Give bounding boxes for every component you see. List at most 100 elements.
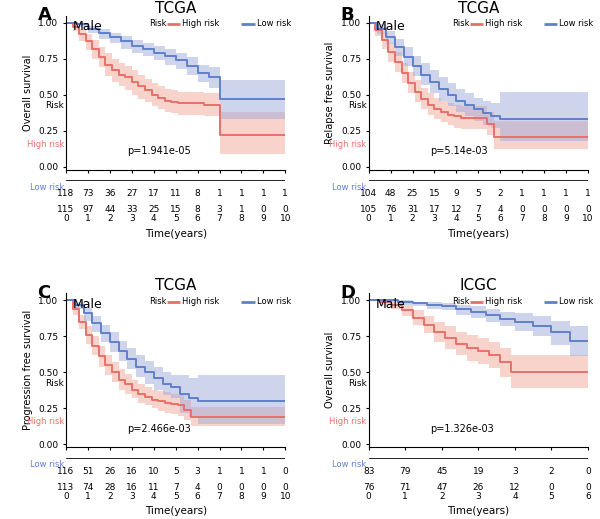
Text: 5: 5: [475, 189, 481, 198]
Text: 10: 10: [148, 467, 160, 476]
Text: High risk: High risk: [182, 297, 220, 306]
Text: Risk: Risk: [348, 101, 367, 110]
Text: 0: 0: [548, 483, 554, 492]
Text: 0: 0: [260, 483, 266, 492]
Text: 71: 71: [400, 483, 411, 492]
Text: Male: Male: [73, 20, 103, 33]
Text: 7: 7: [475, 206, 481, 214]
Text: 11: 11: [170, 189, 181, 198]
Text: 6: 6: [497, 214, 503, 224]
Text: C: C: [37, 284, 51, 302]
Text: 5: 5: [173, 492, 179, 501]
Text: Low risk: Low risk: [29, 183, 64, 192]
Text: 2: 2: [410, 214, 415, 224]
Text: 11: 11: [148, 483, 160, 492]
Text: p=1.326e-03: p=1.326e-03: [430, 424, 494, 434]
Text: 7: 7: [217, 492, 223, 501]
Text: 1: 1: [563, 189, 569, 198]
Text: 4: 4: [195, 483, 200, 492]
Text: 10: 10: [280, 214, 291, 224]
Text: 8: 8: [195, 206, 200, 214]
Text: 17: 17: [148, 189, 160, 198]
Text: 2: 2: [497, 189, 503, 198]
Text: 1: 1: [260, 189, 266, 198]
Text: 10: 10: [280, 492, 291, 501]
Text: 7: 7: [173, 483, 179, 492]
Text: 12: 12: [509, 483, 521, 492]
Text: 7: 7: [520, 214, 525, 224]
Text: 9: 9: [454, 189, 459, 198]
Text: 25: 25: [407, 189, 418, 198]
Text: 0: 0: [239, 483, 244, 492]
Text: 1: 1: [388, 214, 394, 224]
Text: Risk: Risk: [45, 378, 64, 388]
Text: 104: 104: [360, 189, 377, 198]
Text: 7: 7: [217, 214, 223, 224]
Text: 8: 8: [239, 214, 244, 224]
Text: Risk: Risk: [45, 101, 64, 110]
Text: Male: Male: [375, 298, 405, 311]
Text: 1: 1: [520, 189, 525, 198]
Text: Risk: Risk: [452, 19, 470, 29]
Text: 47: 47: [436, 483, 448, 492]
Text: p=1.941e-05: p=1.941e-05: [127, 146, 191, 156]
Text: 3: 3: [195, 467, 200, 476]
Text: 1: 1: [239, 467, 244, 476]
Text: 17: 17: [429, 206, 440, 214]
Text: 26: 26: [104, 467, 116, 476]
Text: 0: 0: [585, 206, 591, 214]
Text: 1: 1: [239, 206, 244, 214]
Text: Low risk: Low risk: [29, 460, 64, 469]
Text: 97: 97: [82, 206, 94, 214]
Text: 26: 26: [473, 483, 484, 492]
Text: 15: 15: [170, 206, 181, 214]
Text: 0: 0: [283, 206, 288, 214]
Text: 0: 0: [585, 483, 591, 492]
Text: 74: 74: [82, 483, 94, 492]
Text: Risk: Risk: [149, 297, 167, 306]
Y-axis label: Relapse free survival: Relapse free survival: [325, 42, 335, 144]
Text: 48: 48: [385, 189, 396, 198]
Text: Low risk: Low risk: [257, 19, 291, 29]
Text: 1: 1: [260, 467, 266, 476]
Title: TCGA: TCGA: [458, 1, 499, 16]
Text: 36: 36: [104, 189, 116, 198]
Text: 10: 10: [582, 214, 594, 224]
Text: 1: 1: [541, 189, 547, 198]
Text: 115: 115: [58, 206, 74, 214]
Text: 25: 25: [148, 206, 160, 214]
Text: 28: 28: [104, 483, 116, 492]
Text: 3: 3: [129, 492, 134, 501]
Text: 16: 16: [126, 483, 137, 492]
Text: 4: 4: [454, 214, 459, 224]
Text: 51: 51: [82, 467, 94, 476]
Text: Low risk: Low risk: [559, 297, 594, 306]
Text: 1: 1: [217, 467, 223, 476]
Text: 0: 0: [283, 483, 288, 492]
Text: 3: 3: [512, 467, 518, 476]
Text: High risk: High risk: [329, 417, 367, 426]
Text: 0: 0: [563, 206, 569, 214]
Text: 0: 0: [63, 214, 69, 224]
Text: 0: 0: [217, 483, 223, 492]
Title: ICGC: ICGC: [460, 278, 497, 293]
Y-axis label: Progression free survival: Progression free survival: [23, 310, 32, 430]
Text: 1: 1: [239, 189, 244, 198]
Text: 31: 31: [407, 206, 418, 214]
Text: 2: 2: [107, 214, 113, 224]
Text: 113: 113: [58, 483, 74, 492]
Text: High risk: High risk: [26, 140, 64, 148]
Text: p=5.14e-03: p=5.14e-03: [430, 146, 488, 156]
Title: TCGA: TCGA: [155, 1, 196, 16]
Text: 4: 4: [151, 492, 157, 501]
Text: Male: Male: [73, 298, 103, 311]
Text: 0: 0: [366, 492, 371, 501]
Text: 73: 73: [82, 189, 94, 198]
Text: 1: 1: [85, 214, 91, 224]
Text: 5: 5: [548, 492, 554, 501]
Y-axis label: Overall survival: Overall survival: [23, 54, 32, 131]
Text: 76: 76: [385, 206, 397, 214]
Text: 16: 16: [126, 467, 137, 476]
Text: 9: 9: [260, 214, 266, 224]
Text: 5: 5: [173, 214, 179, 224]
